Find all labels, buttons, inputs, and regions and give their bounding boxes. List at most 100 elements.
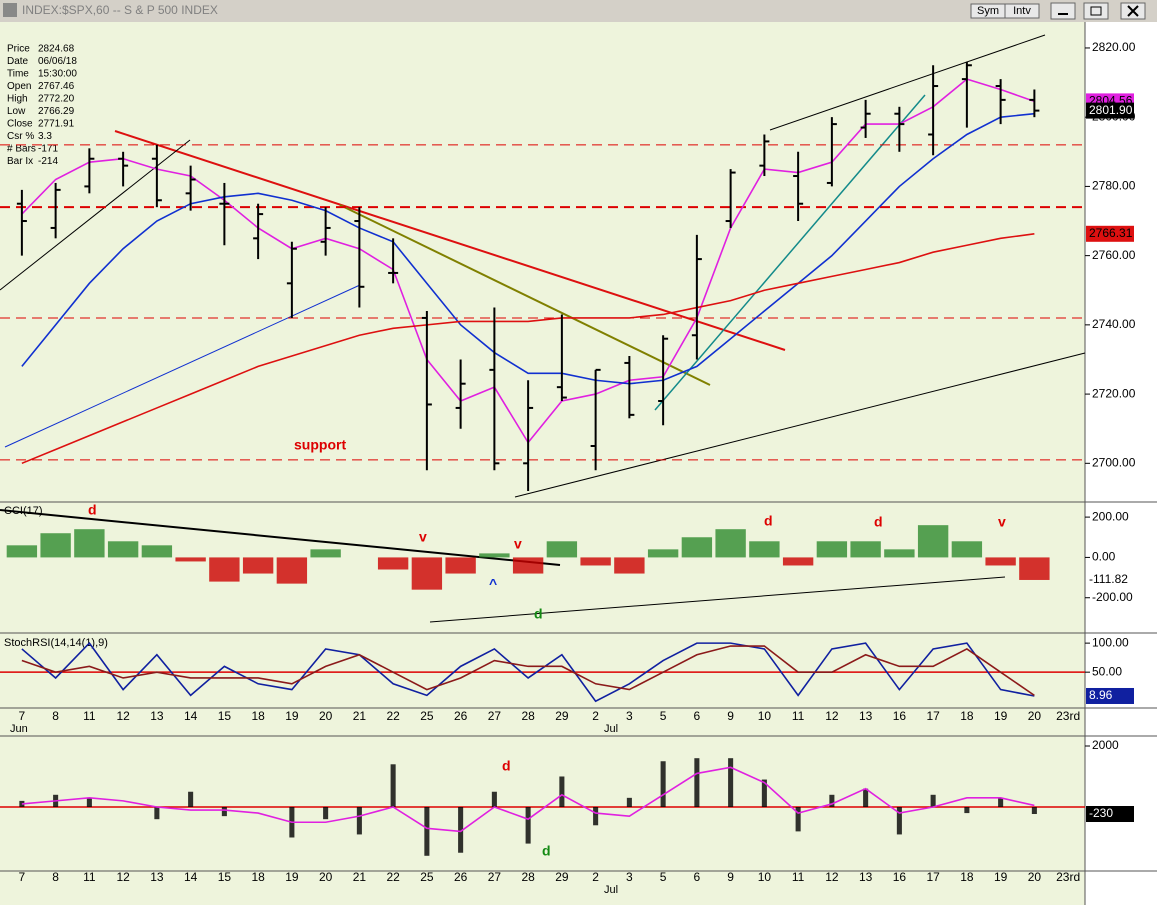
bar [917, 525, 949, 558]
y-tick-label: -200.00 [1092, 590, 1133, 604]
bar [998, 797, 1004, 807]
x-tick-label: 18 [251, 709, 265, 723]
x-tick-label: 8 [52, 709, 59, 723]
ohlc-bar [320, 207, 331, 256]
bar [479, 553, 510, 558]
annotation: d [764, 513, 773, 529]
ohlc-bar [826, 117, 837, 187]
bar [850, 541, 881, 558]
window-title: INDEX:$SPX,60 -- S & P 500 INDEX [22, 3, 218, 17]
bar [188, 791, 194, 807]
ohlc-bar [1029, 89, 1040, 118]
close-icon [1127, 5, 1139, 17]
x-tick-label: 18 [960, 870, 974, 884]
x-tick-label: 19 [994, 870, 1008, 884]
bar [816, 541, 848, 558]
info-value: 2772.20 [38, 94, 75, 105]
bar [559, 776, 565, 807]
ohlc-bar [928, 65, 939, 156]
sym-label[interactable]: Sym [977, 5, 999, 17]
ohlc-bar [50, 182, 61, 239]
y-tick-label: 2740.00 [1092, 317, 1136, 331]
info-label: Open [7, 81, 31, 92]
bar [795, 806, 801, 832]
bar [829, 794, 835, 807]
trendline [429, 576, 1006, 623]
x-tick-label: 3 [626, 709, 633, 723]
bar [884, 549, 915, 558]
bar [209, 557, 240, 582]
y-tick-label: 2000 [1092, 738, 1119, 752]
x-tick-label: 14 [184, 709, 198, 723]
info-label: Close [7, 119, 33, 130]
x-tick-label: 7 [19, 870, 26, 884]
x-tick-label: 15 [218, 709, 232, 723]
bar [626, 797, 632, 807]
month-label: Jul [604, 723, 618, 735]
value-box-label: -230 [1089, 806, 1113, 820]
info-value: 2824.68 [38, 44, 75, 55]
title-bar [0, 0, 1157, 22]
x-tick-label: 12 [116, 709, 130, 723]
x-tick-label: 12 [116, 870, 130, 884]
panel-title: CCI(17) [4, 505, 43, 517]
x-tick-label: 23rd [1056, 870, 1080, 884]
bar [728, 758, 734, 807]
bar [6, 545, 38, 558]
bar [107, 541, 139, 558]
bar [1031, 806, 1037, 815]
x-tick-label: 9 [727, 870, 734, 884]
value-box-label: 2801.90 [1089, 103, 1133, 117]
x-tick-label: 2 [592, 709, 599, 723]
x-tick-label: 25 [420, 709, 434, 723]
ohlc-bar [590, 368, 601, 471]
bar [221, 806, 227, 817]
ohlc-bar [860, 99, 871, 138]
minimize-button[interactable] [1050, 2, 1076, 20]
info-label: Csr % [7, 131, 34, 142]
x-tick-label: 13 [150, 709, 164, 723]
x-tick-label: 11 [792, 870, 805, 884]
y-tick-label: 100.00 [1092, 635, 1129, 649]
bar [525, 806, 531, 844]
x-tick-label: 16 [893, 709, 907, 723]
bar [175, 557, 206, 562]
info-value: 06/06/18 [38, 56, 77, 67]
bar [424, 806, 430, 856]
intv-label[interactable]: Intv [1013, 5, 1031, 17]
x-tick-label: 6 [694, 870, 701, 884]
bar [40, 533, 71, 558]
bar [74, 529, 105, 558]
annotation: v [514, 536, 522, 552]
bar [896, 806, 902, 835]
y-tick-label: 50.00 [1092, 664, 1122, 678]
intv-button[interactable] [1004, 3, 1040, 19]
y-tick-label: 200.00 [1092, 509, 1129, 523]
info-label: # Bars [7, 144, 36, 155]
bar [390, 764, 396, 807]
value-box-label: 2766.31 [1089, 226, 1133, 240]
bar [681, 537, 713, 558]
restore-button[interactable] [1083, 2, 1109, 20]
bar [930, 794, 936, 807]
x-tick-label: 6 [694, 709, 701, 723]
bar [491, 791, 497, 807]
series-line [21, 766, 1035, 833]
trendline [514, 352, 1086, 498]
info-label: Date [7, 56, 29, 67]
app-icon [3, 3, 17, 17]
trendline [4, 284, 361, 448]
x-tick-label: 29 [555, 870, 569, 884]
series-line [21, 233, 1035, 465]
x-tick-label: 26 [454, 870, 468, 884]
bar [141, 545, 173, 558]
x-tick-label: 12 [825, 709, 839, 723]
panel-title: StochRSI(14,14(1),9) [4, 637, 108, 649]
x-tick-label: 15 [218, 870, 232, 884]
bar [761, 779, 767, 807]
value-box-label: -111.82 [1089, 572, 1128, 586]
info-label: Low [7, 106, 26, 117]
bar [356, 806, 362, 835]
bar [242, 557, 274, 574]
